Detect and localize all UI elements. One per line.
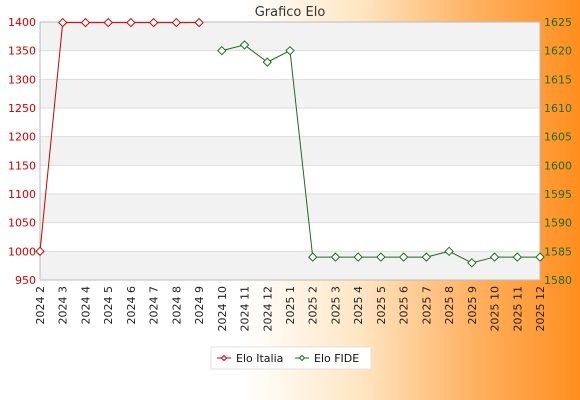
x-tick-label: 2025 5 [375, 286, 388, 325]
data-point [126, 17, 136, 28]
x-tick-label: 2024 2 [34, 286, 47, 325]
data-point [103, 17, 113, 28]
y-left-tick-label: 1100 [8, 188, 36, 201]
x-tick-label: 2024 7 [148, 286, 161, 325]
x-tick-label: 2024 11 [239, 286, 252, 332]
data-point [512, 252, 522, 262]
y-left-tick-label: 1150 [8, 159, 36, 172]
data-point [285, 45, 295, 56]
grid-band [40, 79, 540, 108]
y-right-tick-label: 1595 [544, 188, 572, 201]
grid-band [40, 22, 540, 51]
y-right-tick-label: 1610 [544, 102, 572, 115]
y-right-tick-label: 1625 [544, 16, 572, 29]
x-tick-label: 2025 9 [466, 286, 479, 325]
y-left-tick-label: 1250 [8, 102, 36, 115]
data-point [535, 252, 545, 262]
legend-label-1: Elo FIDE [314, 352, 359, 365]
legend-box [210, 346, 372, 370]
data-point [58, 17, 68, 28]
data-point [398, 252, 409, 262]
grid-band [40, 194, 540, 223]
y-left-tick-label: 1000 [8, 245, 36, 258]
plot-border [39, 21, 541, 281]
x-tick-label: 2025 1 [284, 286, 297, 325]
legend-marker [220, 354, 228, 362]
x-tick-label: 2025 10 [489, 286, 502, 332]
y-right-tick-label: 1600 [544, 159, 572, 172]
data-point [444, 246, 454, 257]
x-tick-label: 2024 8 [170, 286, 183, 325]
y-right-tick-label: 1605 [544, 131, 572, 144]
x-tick-label: 2025 4 [352, 286, 365, 325]
data-point [376, 252, 386, 262]
x-tick-label: 2024 6 [125, 286, 138, 325]
y-left-tick-label: 1400 [8, 16, 36, 29]
data-point [217, 45, 227, 56]
y-right-tick-label: 1620 [544, 45, 572, 58]
x-tick-label: 2025 3 [329, 286, 342, 325]
x-tick-label: 2024 12 [261, 286, 274, 332]
x-tick-label: 2025 7 [420, 286, 433, 325]
y-left-tick-label: 1050 [8, 217, 36, 230]
x-tick-label: 2025 8 [443, 286, 456, 325]
grid-band [40, 251, 540, 280]
data-point [421, 252, 432, 262]
y-right-tick-label: 1585 [544, 245, 572, 258]
data-point [239, 40, 250, 50]
data-point [308, 252, 318, 262]
x-tick-label: 2024 5 [102, 286, 115, 325]
chart-title: Grafico Elo [255, 5, 326, 20]
y-right-tick-label: 1590 [544, 217, 572, 230]
y-left-tick-label: 1200 [8, 131, 36, 144]
x-tick-label: 2025 12 [534, 286, 547, 332]
data-point [35, 246, 45, 257]
grid-band [40, 136, 540, 166]
y-left-tick-label: 1350 [8, 45, 36, 58]
x-tick-label: 2024 9 [193, 286, 206, 325]
data-point [194, 17, 204, 28]
data-point [489, 252, 500, 262]
x-tick-label: 2024 4 [79, 286, 92, 325]
y-right-tick-label: 1615 [544, 73, 572, 86]
data-point [80, 17, 91, 28]
legend-label-0: Elo Italia [236, 352, 283, 365]
x-tick-label: 2025 6 [398, 286, 411, 325]
data-point [353, 252, 363, 262]
x-tick-label: 2025 2 [307, 286, 320, 325]
y-right-tick-label: 1580 [544, 274, 572, 287]
data-point [148, 17, 159, 28]
y-left-tick-label: 1300 [8, 73, 36, 86]
x-tick-label: 2024 3 [57, 286, 70, 325]
x-tick-label: 2025 11 [511, 286, 524, 332]
data-point [467, 258, 477, 268]
data-point [262, 57, 272, 67]
legend-marker [298, 354, 306, 362]
x-tick-label: 2024 10 [216, 286, 229, 332]
data-point [330, 252, 341, 262]
data-point [171, 17, 182, 28]
y-left-tick-label: 950 [15, 274, 36, 287]
